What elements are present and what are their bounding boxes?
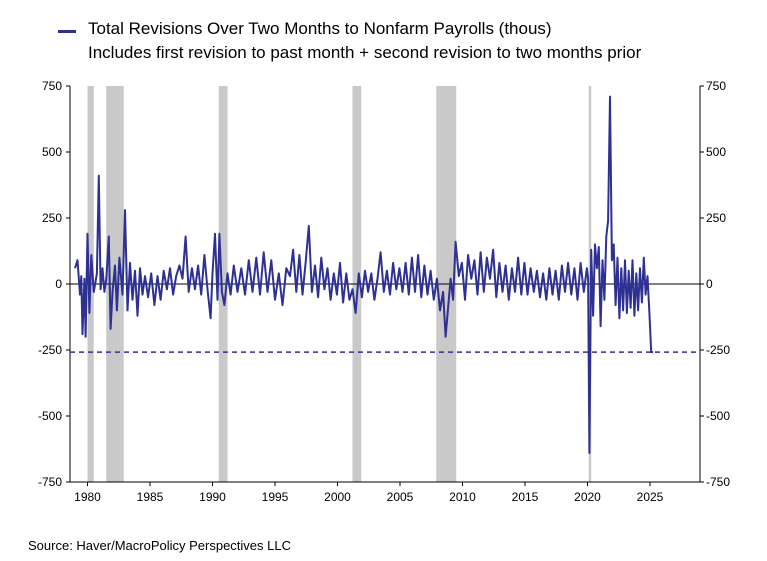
y-tick-label-right: 0 — [706, 277, 713, 291]
y-tick-label-left: -750 — [38, 475, 62, 489]
y-tick-label-right: -250 — [706, 343, 730, 357]
y-tick-label-right: -500 — [706, 409, 730, 423]
y-tick-label-right: -750 — [706, 475, 730, 489]
legend-label: Total Revisions Over Two Months to Nonfa… — [88, 19, 552, 38]
legend-subtext: Includes first revision to past month + … — [88, 43, 642, 62]
x-tick-label: 2015 — [512, 490, 539, 504]
x-tick-label: 2000 — [324, 490, 351, 504]
y-tick-label-right: 750 — [706, 79, 726, 93]
series-line — [74, 95, 654, 454]
x-tick-label: 1990 — [199, 490, 226, 504]
x-tick-label: 2010 — [449, 490, 476, 504]
source-note: Source: Haver/MacroPolicy Perspectives L… — [28, 538, 291, 553]
x-tick-label: 1985 — [137, 490, 164, 504]
y-tick-label-right: 250 — [706, 211, 726, 225]
y-tick-label-left: 0 — [55, 277, 62, 291]
x-tick-label: 2005 — [387, 490, 414, 504]
y-tick-label-left: -500 — [38, 409, 62, 423]
x-tick-label: 1980 — [74, 490, 101, 504]
y-tick-label-left: -250 — [38, 343, 62, 357]
x-tick-label: 2020 — [574, 490, 601, 504]
y-tick-label-left: 250 — [42, 211, 62, 225]
legend-swatch — [58, 30, 76, 33]
y-tick-label-right: 500 — [706, 145, 726, 159]
y-tick-label-left: 500 — [42, 145, 62, 159]
x-tick-label: 1995 — [262, 490, 289, 504]
x-tick-label: 2025 — [637, 490, 664, 504]
y-tick-label-left: 750 — [42, 79, 62, 93]
